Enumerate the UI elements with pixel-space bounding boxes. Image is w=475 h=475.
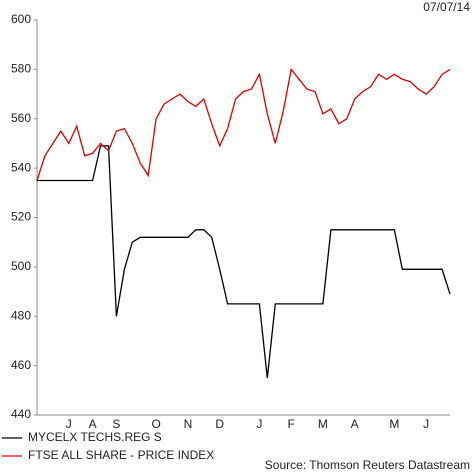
y-tick-label: 540 bbox=[11, 160, 31, 174]
y-tick-label: 580 bbox=[11, 62, 31, 76]
y-tick-label: 520 bbox=[11, 210, 31, 224]
y-tick-label: 480 bbox=[11, 308, 31, 322]
legend-label: MYCELX TECHS.REG S bbox=[28, 430, 162, 444]
legend-label: FTSE ALL SHARE - PRICE INDEX bbox=[28, 448, 214, 462]
y-tick-label: 600 bbox=[11, 12, 31, 26]
x-tick-label: J bbox=[256, 417, 262, 431]
x-tick-label: N bbox=[184, 417, 193, 431]
x-tick-label: M bbox=[318, 417, 328, 431]
y-tick-label: 460 bbox=[11, 358, 31, 372]
y-tick-label: 560 bbox=[11, 111, 31, 125]
x-tick-label: M bbox=[389, 417, 399, 431]
x-tick-label: F bbox=[287, 417, 294, 431]
source: Source: Thomson Reuters Datastream bbox=[265, 458, 470, 472]
x-tick-label: J bbox=[423, 417, 429, 431]
x-tick-label: J bbox=[66, 417, 72, 431]
date: 07/07/14 bbox=[423, 0, 470, 14]
y-tick-label: 500 bbox=[11, 259, 31, 273]
x-tick-label: O bbox=[151, 417, 160, 431]
x-tick-label: A bbox=[351, 417, 359, 431]
series-line bbox=[37, 145, 451, 379]
x-tick-label: A bbox=[89, 417, 97, 431]
x-tick-label: D bbox=[215, 417, 224, 431]
x-tick-label: S bbox=[112, 417, 120, 431]
y-tick-label: 440 bbox=[11, 407, 31, 421]
series-line bbox=[36, 67, 451, 181]
